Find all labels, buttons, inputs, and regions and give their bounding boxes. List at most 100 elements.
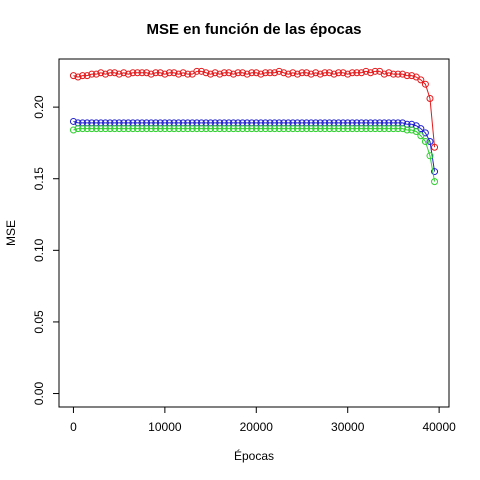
data-point — [143, 69, 151, 77]
data-point — [417, 132, 425, 140]
data-point — [271, 125, 279, 133]
data-point — [69, 126, 77, 134]
data-point — [389, 70, 397, 78]
data-point — [170, 125, 178, 133]
data-point — [261, 69, 269, 77]
data-point — [248, 125, 256, 133]
data-point — [280, 69, 288, 77]
data-point — [115, 70, 123, 78]
data-point — [184, 70, 192, 78]
data-point — [426, 152, 434, 160]
data-point — [335, 125, 343, 133]
data-point — [426, 95, 434, 103]
data-point — [399, 125, 407, 133]
data-point — [193, 67, 201, 75]
series-line — [73, 120, 436, 172]
data-point — [101, 125, 109, 133]
data-point — [225, 69, 233, 77]
chart-title: MSE en función de las épocas — [146, 21, 361, 38]
data-point — [152, 125, 160, 133]
data-point — [97, 125, 105, 133]
data-point — [344, 70, 352, 78]
data-point — [408, 72, 416, 80]
data-point — [371, 125, 379, 133]
data-point — [431, 168, 439, 176]
data-point — [316, 125, 324, 133]
data-point — [161, 125, 169, 133]
data-point — [348, 69, 356, 77]
data-point — [147, 125, 155, 133]
data-point — [243, 125, 251, 133]
data-point — [321, 125, 329, 133]
data-point — [225, 125, 233, 133]
data-point — [101, 70, 109, 78]
data-point — [243, 70, 251, 78]
data-point — [202, 125, 210, 133]
data-point — [293, 70, 301, 78]
data-point — [156, 69, 164, 77]
data-point — [202, 69, 210, 77]
data-point — [275, 67, 283, 75]
data-point — [197, 125, 205, 133]
data-point — [229, 70, 237, 78]
data-point — [161, 70, 169, 78]
data-point — [344, 125, 352, 133]
data-point — [106, 69, 114, 77]
data-point — [197, 67, 205, 75]
data-point — [97, 69, 105, 77]
data-point — [380, 70, 388, 78]
data-point — [133, 125, 141, 133]
data-point — [412, 127, 420, 135]
data-point — [431, 178, 439, 186]
series-line — [73, 70, 436, 148]
data-point — [120, 69, 128, 77]
data-point — [321, 69, 329, 77]
data-point — [312, 69, 320, 77]
data-point — [298, 125, 306, 133]
data-point — [133, 69, 141, 77]
x-tick-label: 40000 — [422, 420, 456, 434]
x-tick-label: 0 — [70, 420, 77, 434]
data-point — [138, 69, 146, 77]
data-point — [124, 70, 132, 78]
data-point — [179, 125, 187, 133]
data-point — [362, 125, 370, 133]
data-point — [307, 70, 315, 78]
data-point — [389, 125, 397, 133]
data-point — [353, 69, 361, 77]
data-point — [74, 73, 82, 81]
data-point — [165, 125, 173, 133]
data-point — [348, 125, 356, 133]
x-tick-label: 20000 — [240, 420, 274, 434]
data-point — [83, 125, 91, 133]
data-point — [88, 125, 96, 133]
data-point — [88, 70, 96, 78]
y-tick-label: 0.20 — [32, 95, 46, 119]
data-point — [170, 69, 178, 77]
x-tick-label: 30000 — [331, 420, 365, 434]
data-point — [376, 125, 384, 133]
data-point — [188, 125, 196, 133]
y-tick-label: 0.05 — [32, 310, 46, 334]
data-point — [147, 70, 155, 78]
data-point — [220, 69, 228, 77]
data-point — [257, 70, 265, 78]
data-point — [426, 137, 434, 145]
data-point — [394, 70, 402, 78]
y-tick-label: 0.15 — [32, 167, 46, 191]
data-point — [115, 125, 123, 133]
data-point — [289, 69, 297, 77]
data-point — [120, 125, 128, 133]
data-point — [252, 125, 260, 133]
data-point — [394, 125, 402, 133]
data-point — [211, 69, 219, 77]
data-point — [92, 70, 100, 78]
data-point — [69, 117, 77, 125]
data-point — [179, 69, 187, 77]
data-point — [207, 125, 215, 133]
data-point — [79, 125, 87, 133]
data-point — [431, 143, 439, 151]
data-point — [266, 69, 274, 77]
data-point — [316, 70, 324, 78]
